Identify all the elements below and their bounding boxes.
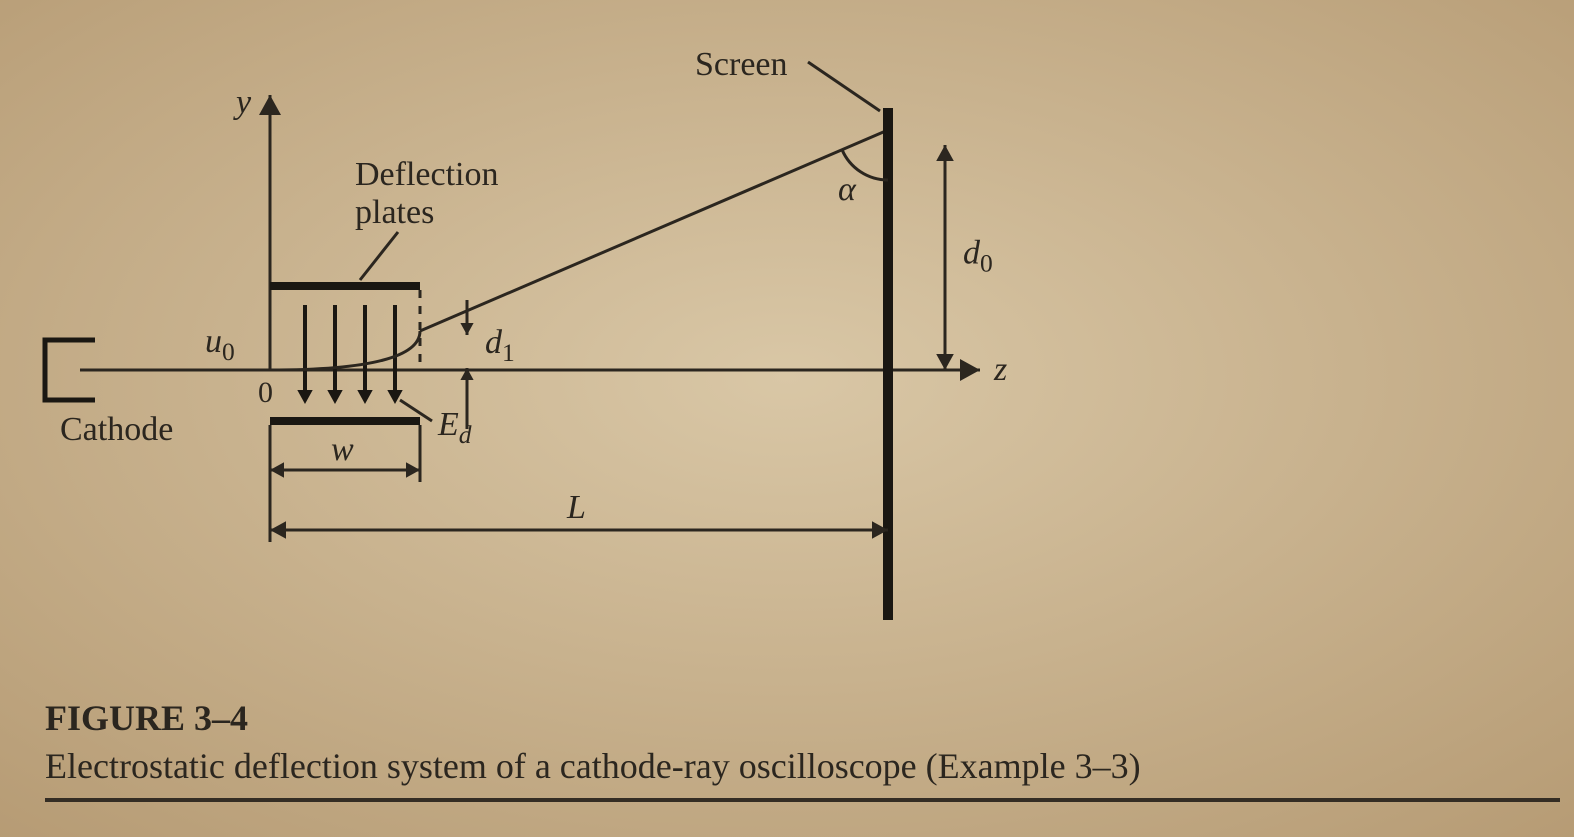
screen [883,108,893,620]
y-axis-label: y [233,84,252,121]
origin-label: 0 [258,376,273,409]
diagram-svg: z y 0 Cathode u0 [0,0,1574,837]
figure-page: z y 0 Cathode u0 [0,0,1574,837]
svg-text:α: α [838,171,857,208]
l-label: L [566,489,586,526]
caption-text: Electrostatic deflection system of a cat… [45,746,1141,786]
caption-title: FIGURE 3–4 [45,698,248,738]
svg-text:Screen: Screen [695,46,788,83]
z-axis-label: z [993,351,1007,388]
w-label: w [331,431,354,468]
cathode-label: Cathode [60,411,173,448]
svg-text:0: 0 [258,376,273,409]
